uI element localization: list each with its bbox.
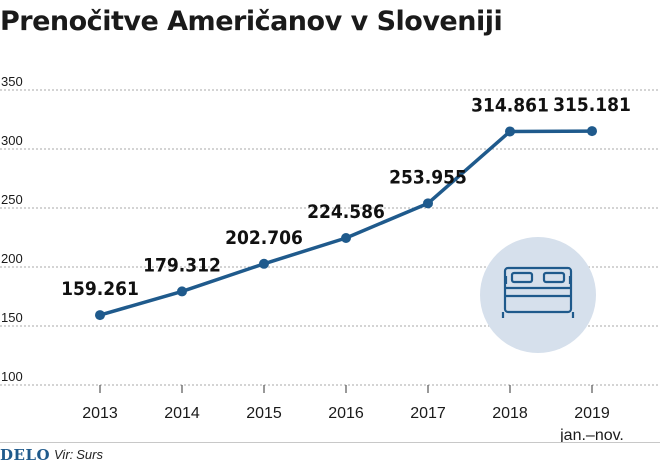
- y-tick-label: 250: [1, 192, 23, 207]
- source-note: Vir: Surs: [54, 447, 103, 462]
- bed-icon: [501, 266, 575, 318]
- data-label: 224.586: [307, 201, 385, 223]
- x-tick-label: 2016: [328, 405, 364, 422]
- data-label: 159.261: [61, 278, 139, 300]
- x-tick-label: 2017: [410, 405, 446, 422]
- data-point: [587, 126, 597, 137]
- data-label: 315.181: [553, 94, 631, 116]
- data-point: [423, 198, 433, 209]
- x-tick-label: 2013: [82, 405, 118, 422]
- y-tick-label: 200: [1, 251, 23, 266]
- delo-logo: DELO: [0, 446, 51, 464]
- x-tick-sublabel: jan.–nov.: [559, 427, 624, 442]
- data-label: 314.861: [471, 94, 549, 116]
- data-label: 202.706: [225, 227, 303, 249]
- data-point: [177, 286, 187, 297]
- bed-icon-group: [480, 237, 596, 353]
- chart-title: Prenočitve Američanov v Sloveniji: [0, 6, 503, 37]
- data-label: 179.312: [143, 254, 221, 276]
- data-point: [341, 232, 351, 243]
- x-tick-label: 2015: [246, 405, 282, 422]
- source-value: Surs: [76, 447, 103, 462]
- x-tick-label: 2018: [492, 405, 528, 422]
- data-point: [95, 310, 105, 321]
- data-point: [259, 258, 269, 269]
- data-label: 253.955: [389, 166, 467, 188]
- footer: DELO Vir: Surs: [0, 442, 660, 473]
- source-label: Vir:: [54, 447, 74, 462]
- x-tick-label: 2014: [164, 405, 200, 422]
- y-tick-label: 300: [1, 133, 23, 148]
- line-chart: 100 150 200 250 300 350 159.261179.312202.706…: [0, 74, 660, 442]
- footer-divider: [0, 442, 660, 443]
- y-tick-label: 150: [1, 310, 23, 325]
- y-tick-label: 100: [1, 369, 23, 384]
- x-tick-label: 2019: [574, 405, 610, 422]
- data-point: [505, 126, 515, 137]
- y-tick-label: 350: [1, 74, 23, 89]
